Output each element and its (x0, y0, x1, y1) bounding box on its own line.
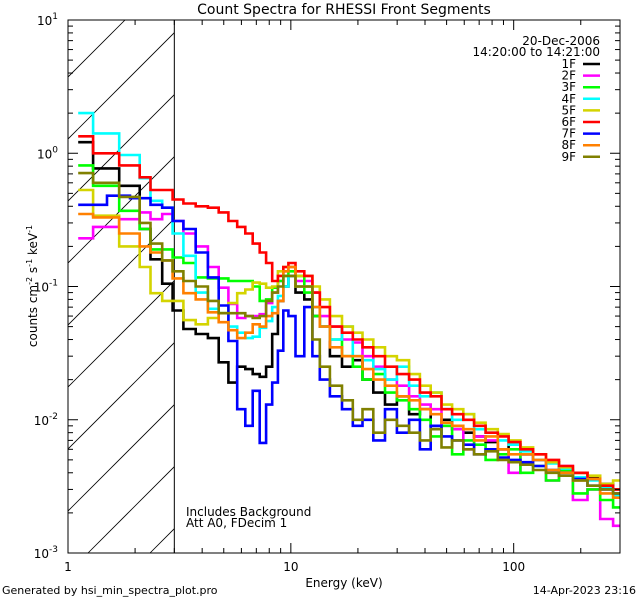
y-axis-label: counts cm-2 s-1 keV-1 (25, 225, 40, 347)
x-tick-label: 1 (64, 560, 72, 574)
axis-ticks (67, 19, 621, 554)
annotation-attenuator: Att A0, FDecim 1 (186, 516, 287, 530)
hatch-line (68, 404, 175, 512)
legend-label-6F: 6F (561, 115, 576, 129)
x-axis-label: Energy (keV) (305, 576, 382, 590)
y-tick-label: 100 (37, 145, 58, 161)
axis-tick-labels: 1 10 100 10-3 10-2 10-1 100 101 (34, 12, 525, 574)
y-tick-label: 10-1 (34, 279, 58, 295)
footer-timestamp: 14-Apr-2023 23:16 (533, 584, 636, 597)
legend-label-9F: 9F (561, 150, 576, 164)
series-line-6F (78, 135, 620, 491)
legend-label-1F: 1F (561, 57, 576, 71)
legend-label-5F: 5F (561, 103, 576, 117)
legend-label-8F: 8F (561, 138, 576, 152)
legend-date: 20-Dec-2006 (522, 34, 600, 48)
legend-label-2F: 2F (561, 69, 576, 83)
legend: 20-Dec-2006 14:20:00 to 14:21:00 1F2F3F4… (473, 34, 600, 164)
series-group (78, 111, 620, 528)
legend-label-4F: 4F (561, 92, 576, 106)
footer-generated-by: Generated by hsi_min_spectra_plot.pro (2, 584, 218, 597)
y-tick-label: 10-2 (34, 412, 58, 428)
chart-title: Count Spectra for RHESSI Front Segments (197, 2, 491, 18)
series-line-9F (78, 171, 620, 495)
legend-label-7F: 7F (561, 127, 576, 141)
hatch-line (68, 20, 126, 78)
hatch-line (68, 32, 175, 140)
legend-time-range: 14:20:00 to 14:21:00 (473, 45, 600, 59)
y-tick-label: 10-3 (34, 545, 58, 561)
hatch-line (68, 156, 175, 264)
legend-label-3F: 3F (561, 80, 576, 94)
x-tick-label: 10 (283, 560, 298, 574)
annotation-background: Includes Background (186, 505, 311, 519)
y-tick-label: 101 (37, 12, 58, 28)
series-line-8F (78, 212, 620, 499)
x-tick-label: 100 (502, 560, 525, 574)
